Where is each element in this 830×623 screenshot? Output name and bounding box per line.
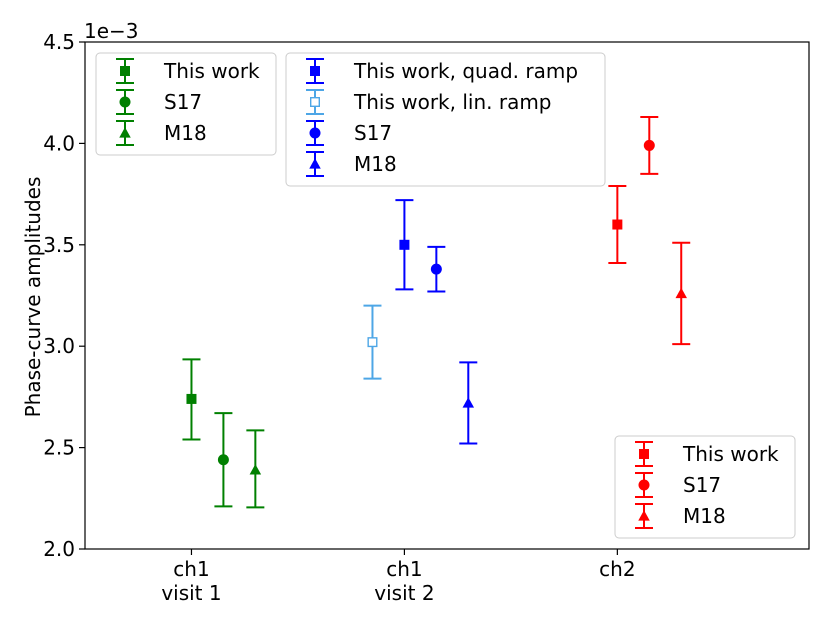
legend-marker	[119, 96, 131, 108]
legend-label: M18	[683, 504, 726, 528]
legend-label: This work	[163, 59, 260, 83]
legend-entry: This work	[635, 441, 779, 467]
legend-entry: M18	[116, 120, 207, 146]
point-marker	[675, 287, 687, 299]
data-marks	[182, 116, 691, 509]
legend-label: S17	[683, 473, 721, 497]
legend-label: S17	[354, 121, 392, 145]
legend-marker	[309, 127, 321, 139]
x-tick-label: visit 2	[374, 581, 434, 605]
legend-entry: This work, lin. ramp	[306, 89, 552, 115]
legend-box	[614, 435, 796, 539]
point-marker	[399, 239, 410, 250]
legend-marker	[309, 158, 321, 169]
point-marker	[186, 393, 197, 404]
plot-area-frame	[84, 41, 810, 550]
point-marker	[430, 263, 442, 275]
y-tick-label: 3.5	[43, 233, 75, 257]
x-tick-label: ch2	[599, 557, 635, 581]
data-point-this-work	[182, 358, 201, 441]
data-point-s17	[640, 116, 659, 175]
data-point-s17	[427, 245, 446, 293]
data-point-m18	[459, 361, 478, 445]
point-marker	[462, 397, 475, 408]
point-marker	[612, 219, 623, 230]
data-point-this-work-lin-ramp	[363, 304, 382, 380]
y-tick-label: 4.5	[43, 30, 75, 54]
legend-marker	[638, 510, 650, 521]
x-tick-label: visit 1	[161, 581, 221, 605]
legend-lower-right: This work S17 M18	[614, 435, 796, 539]
legend-label: S17	[164, 90, 202, 114]
legend-entry: S17	[306, 120, 392, 146]
y-axis-label: Phase-curve amplitudes	[21, 177, 45, 418]
legend-label: This work, lin. ramp	[353, 90, 552, 114]
legend-box	[285, 52, 606, 187]
legend-box	[95, 52, 277, 156]
legend-entry: S17	[635, 472, 721, 498]
x-tick-label: ch1	[386, 557, 422, 581]
data-point-this-work-quad-ramp	[395, 199, 414, 291]
legend-label: M18	[354, 152, 397, 176]
data-point-this-work	[608, 184, 627, 265]
legend-entry: S17	[116, 89, 202, 115]
point-marker	[249, 464, 262, 475]
point-marker	[643, 139, 655, 151]
legend-entry: This work	[116, 58, 260, 84]
y-offset-label: 1e−3	[84, 19, 139, 43]
y-tick-label: 3.0	[43, 334, 75, 358]
legend-marker	[310, 66, 320, 76]
legend-marker	[119, 127, 131, 138]
data-point-s17	[214, 412, 233, 508]
legend-label: This work	[682, 442, 779, 466]
legend-marker	[310, 96, 321, 107]
data-point-m18	[672, 241, 691, 346]
data-point-m18	[246, 429, 265, 509]
legend-marker	[120, 66, 130, 76]
point-marker	[217, 454, 229, 466]
legend-top-center: This work, quad. ramp This work, lin. ram…	[285, 52, 606, 187]
y-tick-label: 4.0	[43, 131, 75, 155]
point-marker	[367, 337, 378, 348]
legend-marker	[639, 449, 649, 459]
legend-label: This work, quad. ramp	[353, 59, 578, 83]
legend-marker	[638, 479, 650, 491]
legend-entry: M18	[635, 503, 726, 529]
y-tick-label: 2.5	[43, 436, 75, 460]
x-tick-label: ch1	[173, 557, 209, 581]
legend-label: M18	[164, 121, 207, 145]
y-tick-label: 2.0	[43, 537, 75, 561]
legend-entry: M18	[306, 151, 397, 177]
legend-top-left: This work S17 M18	[95, 52, 277, 156]
legend-entry: This work, quad. ramp	[306, 58, 578, 84]
